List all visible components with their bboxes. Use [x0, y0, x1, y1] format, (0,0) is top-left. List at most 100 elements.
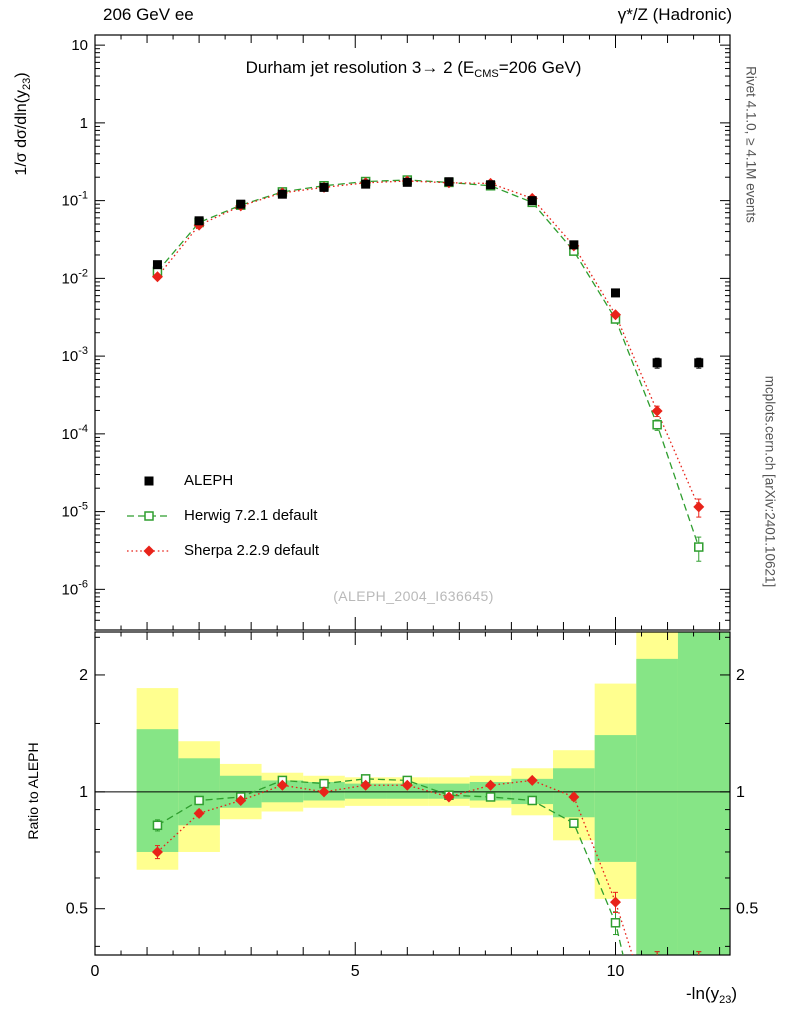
series-layer: [151, 774, 702, 955]
band-green: [386, 783, 429, 799]
ALEPH-marker: [152, 260, 162, 270]
legend-item-herwig: Herwig 7.2.1 default: [126, 498, 319, 533]
ratio-tick-label-left: 1: [79, 784, 88, 801]
aleph-marker: [126, 473, 172, 489]
y-tick-exponent: -5: [78, 501, 88, 513]
y-tick-label: 10-6: [62, 578, 88, 598]
Sherpa 2.2.9 default-marker: [693, 501, 705, 513]
y-tick-label: 10-1: [62, 190, 88, 210]
ratio-panel-frame: [94, 631, 731, 956]
legend-marker-shape: [144, 510, 154, 521]
legend-marker-shape: [143, 545, 155, 556]
ALEPH-marker: [361, 179, 371, 189]
ALEPH-marker: [652, 358, 662, 368]
y-tick-exponent: -1: [78, 190, 88, 202]
band-green: [344, 783, 387, 799]
Sherpa 2.2.9 default-marker: [401, 779, 413, 791]
Herwig 7.2.1 default-marker: [485, 792, 496, 802]
ALEPH-marker: [319, 182, 329, 192]
band-green: [636, 658, 678, 955]
y-axis-title-suffix: ): [13, 72, 30, 78]
Sherpa 2.2.9 default-marker: [609, 309, 621, 321]
y-axis-title-subscript: 23: [21, 77, 33, 91]
y-tick-exponent: -4: [78, 423, 88, 435]
analysis-watermark: (ALEPH_2004_I636645): [333, 588, 494, 604]
y-axis-title: 1/σ dσ/dln(y23): [13, 24, 33, 224]
legend-marker-shape: [144, 476, 154, 485]
ALEPH-marker: [694, 358, 704, 368]
y-tick-label: 1: [80, 115, 88, 132]
ALEPH-marker: [194, 216, 204, 226]
plot-title-text: Durham jet resolution 3→ 2 (E: [245, 58, 475, 77]
Sherpa 2.2.9 default-marker: [276, 779, 288, 791]
legend-item-sherpa: Sherpa 2.2.9 default: [126, 533, 319, 568]
legend-label-aleph: ALEPH: [184, 472, 234, 489]
Herwig 7.2.1 default-marker: [152, 820, 163, 831]
main-panel-frame: [94, 34, 731, 631]
y-tick-label: 10-3: [62, 345, 88, 365]
Sherpa 2.2.9 default-marker: [568, 791, 580, 803]
band-green: [677, 632, 730, 955]
x-tick-label: 0: [91, 963, 100, 980]
x-axis-title-suffix: ): [731, 984, 737, 1003]
rivet-version-note: Rivet 4.1.0, ≥ 4.1M events: [743, 66, 759, 223]
ratio-tick-label-right: 0.5: [736, 901, 758, 918]
Sherpa 2.2.9 default-marker: [151, 271, 163, 283]
ALEPH-marker: [527, 196, 537, 206]
uncertainty-bands: [136, 632, 730, 955]
Sherpa 2.2.9 default-marker: [651, 405, 663, 417]
y-tick-exponent: -3: [78, 345, 88, 357]
mcplots-arxiv-note: mcplots.cern.ch [arXiv:2401.10621]: [762, 375, 778, 588]
band-green: [136, 729, 179, 852]
Sherpa 2.2.9 default-marker: [485, 779, 497, 791]
Herwig 7.2.1 default-marker: [652, 419, 662, 430]
band-green: [469, 782, 512, 801]
ratio-tick-label-left: 0.5: [66, 901, 88, 918]
y-tick-label: 10-5: [62, 501, 88, 521]
header: 206 GeV ee γ*/Z (Hadronic): [95, 5, 732, 25]
ALEPH-marker: [277, 189, 287, 199]
legend-label-sherpa: Sherpa 2.2.9 default: [184, 542, 320, 559]
Herwig 7.2.1 default-marker: [527, 795, 537, 806]
legend-marker-graphic: [127, 510, 171, 521]
Sherpa 2.2.9 default-marker: [318, 786, 330, 798]
plot-title-suffix: =206 GeV): [498, 58, 582, 77]
ALEPH-marker: [444, 177, 454, 187]
ratio-tick-label-right: 1: [736, 784, 745, 801]
plot-title: Durham jet resolution 3→ 2 (ECMS=206 GeV…: [95, 58, 732, 80]
y-tick-exponent: -2: [78, 267, 88, 279]
legend: ALEPH Herwig 7.2.1 default Sherpa 2.2.9 …: [126, 463, 319, 568]
Sherpa 2.2.9 default-marker: [235, 794, 247, 806]
y-axis-title-text: 1/σ dσ/dln(y: [13, 90, 30, 176]
ALEPH-marker: [236, 199, 246, 209]
plot-title-subscript: CMS: [474, 68, 499, 80]
header-process-label: γ*/Z (Hadronic): [617, 5, 732, 24]
x-tick-label: 5: [351, 963, 360, 980]
y-tick-label: 10: [71, 37, 88, 54]
herwig-marker: [126, 508, 172, 524]
Sherpa 2.2.9 default-line: [157, 779, 634, 955]
Sherpa 2.2.9 default-marker: [151, 846, 163, 858]
x-axis-title-subscript: 23: [719, 994, 732, 1006]
ALEPH-marker: [569, 240, 579, 250]
x-tick-label: 10: [607, 963, 625, 980]
x-axis-title: -ln(y23): [95, 984, 737, 1006]
Herwig 7.2.1 default-marker: [569, 818, 579, 829]
ALEPH-marker: [486, 180, 496, 190]
series-layer: [151, 175, 705, 562]
Sherpa 2.2.9 default-marker: [360, 779, 372, 791]
legend-marker-graphic: [144, 476, 154, 485]
Sherpa 2.2.9 default-marker: [443, 791, 455, 803]
ALEPH-marker: [610, 288, 620, 298]
y-tick-exponent: -6: [78, 578, 88, 590]
ALEPH-marker: [402, 177, 412, 187]
Herwig 7.2.1 default-marker: [194, 795, 204, 806]
legend-label-herwig: Herwig 7.2.1 default: [184, 507, 318, 524]
Sherpa 2.2.9 default-marker: [193, 807, 205, 819]
legend-marker-graphic: [127, 545, 171, 556]
Sherpa 2.2.9 default-marker: [526, 774, 538, 786]
Herwig 7.2.1 default-line: [156, 179, 700, 548]
Herwig 7.2.1 default-marker: [610, 918, 621, 928]
